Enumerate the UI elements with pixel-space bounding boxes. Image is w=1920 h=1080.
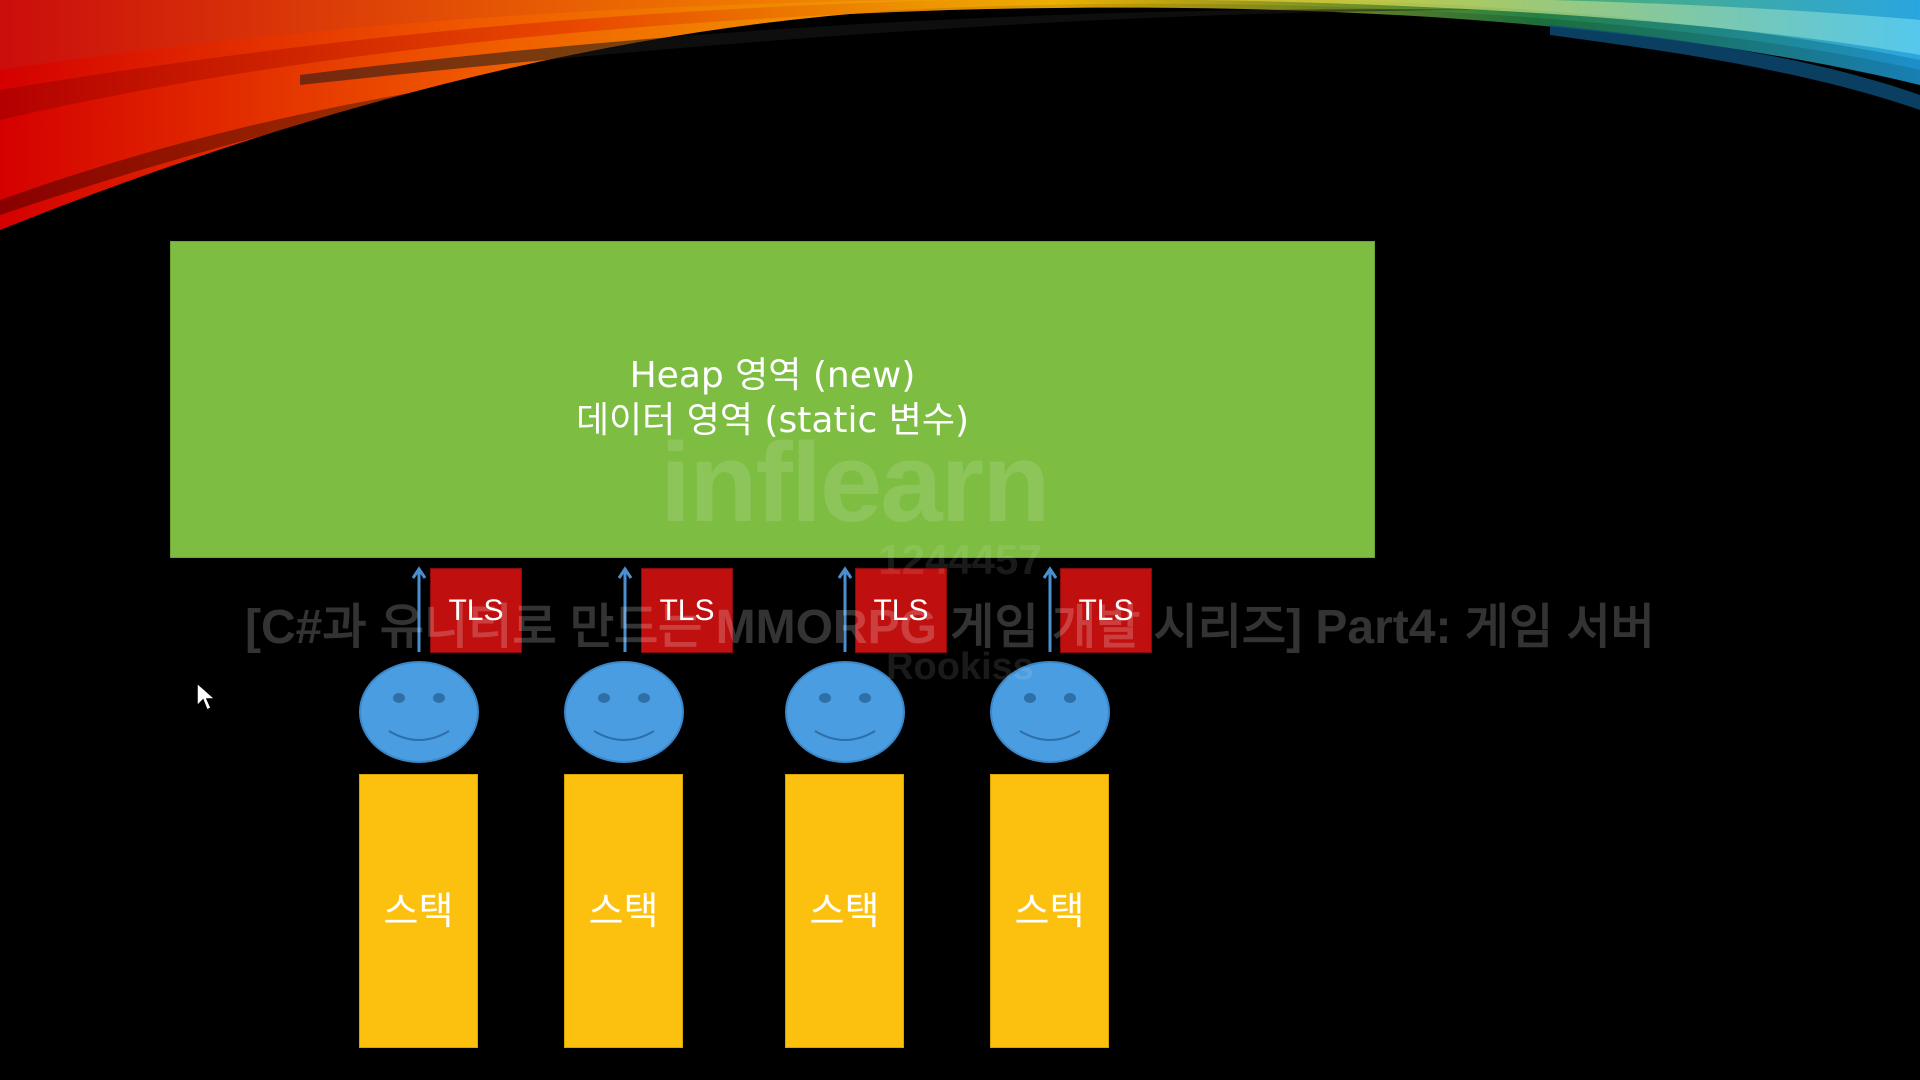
tls-box: TLS	[641, 568, 733, 653]
stack-box: 스택	[990, 774, 1109, 1048]
tls-box: TLS	[855, 568, 947, 653]
heap-label: Heap 영역 (new)	[629, 355, 916, 396]
thread-smiley-icon	[359, 661, 479, 763]
up-arrow-icon	[618, 566, 632, 652]
up-arrow-icon	[412, 566, 426, 652]
up-arrow-icon	[1043, 566, 1057, 652]
data-area-label: 데이터 영역 (static 변수)	[575, 400, 970, 441]
heap-data-area: Heap 영역 (new) 데이터 영역 (static 변수)	[170, 241, 1375, 558]
thread-smiley-icon	[990, 661, 1110, 763]
tls-box: TLS	[430, 568, 522, 653]
stack-box: 스택	[564, 774, 683, 1048]
stack-box: 스택	[785, 774, 904, 1048]
thread-smiley-icon	[785, 661, 905, 763]
tls-box: TLS	[1060, 568, 1152, 653]
up-arrow-icon	[838, 566, 852, 652]
stack-box: 스택	[359, 774, 478, 1048]
mouse-cursor-icon	[196, 682, 216, 712]
thread-smiley-icon	[564, 661, 684, 763]
